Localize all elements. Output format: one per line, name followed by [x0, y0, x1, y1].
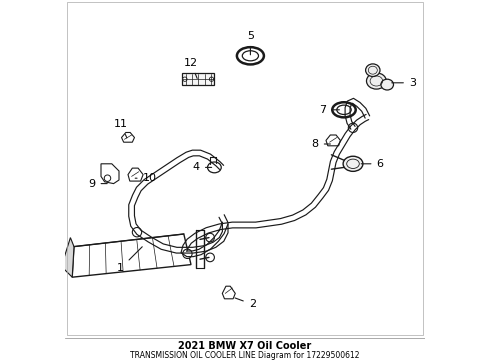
Text: 3: 3: [392, 78, 416, 88]
Circle shape: [132, 228, 142, 237]
Text: 10: 10: [135, 173, 157, 183]
Polygon shape: [182, 73, 215, 85]
Text: 1: 1: [117, 247, 142, 273]
Text: 5: 5: [247, 31, 254, 55]
Ellipse shape: [367, 73, 386, 89]
Text: 7: 7: [319, 105, 340, 115]
Circle shape: [206, 233, 215, 242]
Text: 12: 12: [184, 58, 198, 78]
Text: 8: 8: [312, 139, 330, 149]
Circle shape: [348, 123, 358, 132]
Circle shape: [206, 253, 215, 262]
Ellipse shape: [366, 64, 380, 77]
Text: 2: 2: [235, 298, 256, 309]
Text: 4: 4: [193, 162, 212, 172]
Ellipse shape: [381, 79, 393, 90]
Polygon shape: [61, 238, 74, 277]
Text: TRANSMISSION OIL COOLER LINE Diagram for 17229500612: TRANSMISSION OIL COOLER LINE Diagram for…: [130, 351, 360, 360]
Ellipse shape: [343, 156, 363, 171]
Text: 6: 6: [361, 159, 384, 169]
Circle shape: [183, 77, 187, 81]
Circle shape: [183, 249, 192, 258]
Circle shape: [209, 77, 214, 81]
Text: 11: 11: [114, 119, 128, 138]
Text: 2021 BMW X7 Oil Cooler: 2021 BMW X7 Oil Cooler: [178, 341, 312, 351]
Text: 9: 9: [88, 179, 107, 189]
